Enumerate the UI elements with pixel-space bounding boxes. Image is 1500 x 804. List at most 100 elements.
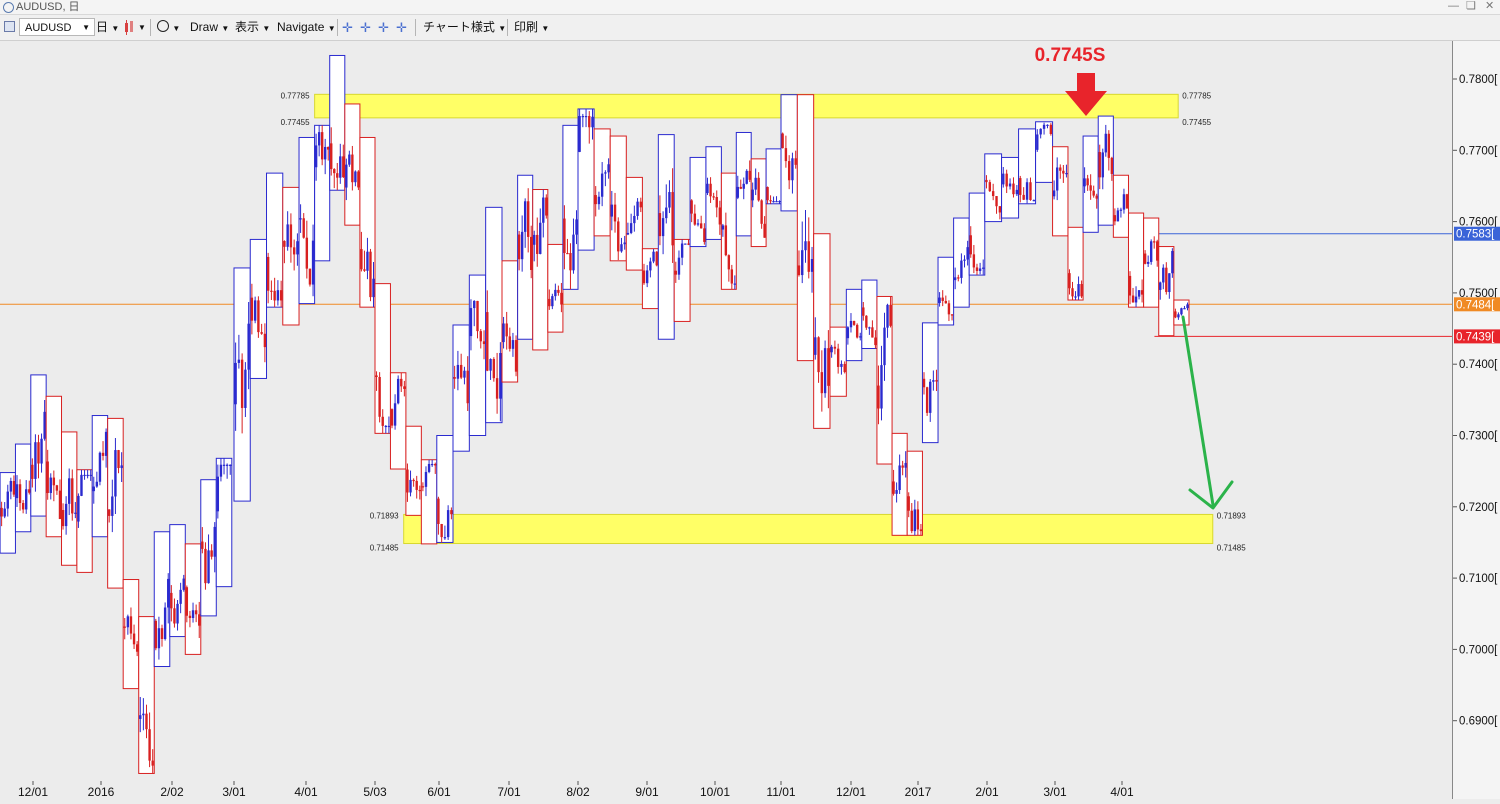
shape-tool-button[interactable]: ▼ xyxy=(157,15,180,40)
candle-body xyxy=(1080,284,1083,297)
candle-body xyxy=(476,300,479,332)
candle-body xyxy=(286,224,289,247)
candle-body xyxy=(966,247,969,260)
chart-style-menu[interactable]: チャート様式 ▼ xyxy=(423,15,506,40)
candle-body xyxy=(194,610,198,615)
candle-body xyxy=(339,156,342,178)
symbol-value: AUDUSD xyxy=(25,22,72,34)
chart-window-icon[interactable] xyxy=(4,21,15,32)
y-axis-label: 0.7500[ xyxy=(1459,288,1498,300)
candle-body xyxy=(781,133,784,149)
title-bar: AUDUSD, 日 — ❏ ✕ xyxy=(0,0,1500,15)
price-tag-label: 0.7583[ xyxy=(1456,229,1495,241)
candle-body xyxy=(173,608,176,624)
price-chart[interactable]: 0.77785 0.77455 0.77785 0.77455 0.71893 0.714… xyxy=(0,41,1452,799)
candle-body xyxy=(1052,190,1056,197)
candle-body xyxy=(649,261,652,271)
candle-body xyxy=(213,526,216,557)
candle-body xyxy=(588,116,591,128)
candle-body xyxy=(98,452,102,482)
candle-body xyxy=(393,403,397,426)
draw-menu[interactable]: Draw ▼ xyxy=(190,15,229,40)
candle-body xyxy=(560,292,563,305)
candle-body xyxy=(430,463,434,466)
candle-body xyxy=(372,278,375,298)
candle-body xyxy=(1068,273,1071,289)
candle-body xyxy=(360,249,363,270)
draw-menu-label: Draw xyxy=(190,20,219,34)
candle-body xyxy=(696,223,700,225)
candle-body xyxy=(1089,185,1092,191)
candle-body xyxy=(176,603,179,624)
candle-body xyxy=(108,509,111,516)
candle-body xyxy=(944,300,948,304)
crosshair-tool-icon[interactable]: ✛ xyxy=(342,20,353,35)
candle-body xyxy=(613,204,617,222)
view-menu[interactable]: 表示 ▼ xyxy=(235,15,270,40)
close-button[interactable]: ✕ xyxy=(1485,0,1495,12)
candle-body xyxy=(387,425,391,428)
candle-body xyxy=(629,223,633,233)
candle-body xyxy=(308,268,312,285)
x-axis-label: 5/03 xyxy=(363,785,387,799)
candle-body xyxy=(727,255,731,270)
restore-button[interactable]: ❏ xyxy=(1466,0,1476,12)
candle-body xyxy=(502,323,505,343)
candle-body xyxy=(1062,170,1065,174)
candle-body xyxy=(446,510,450,538)
print-menu[interactable]: 印刷 ▼ xyxy=(514,15,549,40)
weekly-range-box xyxy=(389,372,407,470)
symbol-select[interactable]: AUDUSD ▼ xyxy=(19,18,95,36)
candle-body xyxy=(690,200,693,214)
chart-plot[interactable]: 0.77785 0.77455 0.77785 0.77455 0.71893 0.714… xyxy=(0,41,1452,799)
x-axis-label: 2/01 xyxy=(975,785,999,799)
candle-body xyxy=(151,760,154,766)
candle-body xyxy=(784,148,788,162)
candle-body xyxy=(342,156,345,178)
candle-body xyxy=(357,171,360,188)
candle-body xyxy=(791,158,794,181)
x-axis-label: 3/01 xyxy=(222,785,246,799)
candle-body xyxy=(482,341,486,345)
x-axis-label: 10/01 xyxy=(700,785,730,799)
candle-body xyxy=(665,207,668,219)
minimize-button[interactable]: — xyxy=(1448,0,1459,12)
candle-body xyxy=(548,298,551,307)
candle-body xyxy=(302,218,305,238)
candle-body xyxy=(668,192,671,208)
candle-body xyxy=(40,438,43,464)
candle-body xyxy=(182,578,185,590)
candle-body xyxy=(953,277,957,281)
candle-body xyxy=(34,442,37,479)
candle-body xyxy=(1119,209,1123,211)
candle-body xyxy=(266,256,270,291)
zone-bottom-label-left: 0.77455 xyxy=(281,118,310,127)
candle-body xyxy=(988,182,992,192)
candle-body xyxy=(862,307,865,316)
candle-body xyxy=(469,308,473,337)
chart-type-button[interactable]: ▼ xyxy=(122,15,146,40)
candle-body xyxy=(1116,210,1120,222)
zoom-out-icon[interactable]: ✛ xyxy=(378,20,389,35)
candle-body xyxy=(569,253,572,271)
autoscroll-icon[interactable]: ✛ xyxy=(396,20,407,35)
weekly-range-box xyxy=(657,134,675,340)
candle-body xyxy=(390,409,394,426)
candle-body xyxy=(1183,308,1186,310)
candle-body xyxy=(840,363,843,367)
zone-top-label-right: 0.71893 xyxy=(1217,511,1246,520)
candle-body xyxy=(317,132,321,146)
candle-body xyxy=(58,490,62,520)
navigate-menu[interactable]: Navigate ▼ xyxy=(277,15,336,40)
candle-body xyxy=(775,201,778,203)
candle-body xyxy=(730,269,734,284)
candle-body xyxy=(104,431,108,456)
candle-body xyxy=(1186,304,1189,309)
zoom-in-icon[interactable]: ✛ xyxy=(360,20,371,35)
timeframe-select[interactable]: 日 ▼ xyxy=(96,15,119,40)
candle-body xyxy=(1077,284,1080,297)
price-axis[interactable]: 0.7800[0.7700[0.7600[0.7500[0.7400[0.730… xyxy=(1452,41,1500,799)
x-axis-label: 4/01 xyxy=(294,785,318,799)
candle-body xyxy=(739,186,742,189)
candle-body xyxy=(489,359,492,371)
